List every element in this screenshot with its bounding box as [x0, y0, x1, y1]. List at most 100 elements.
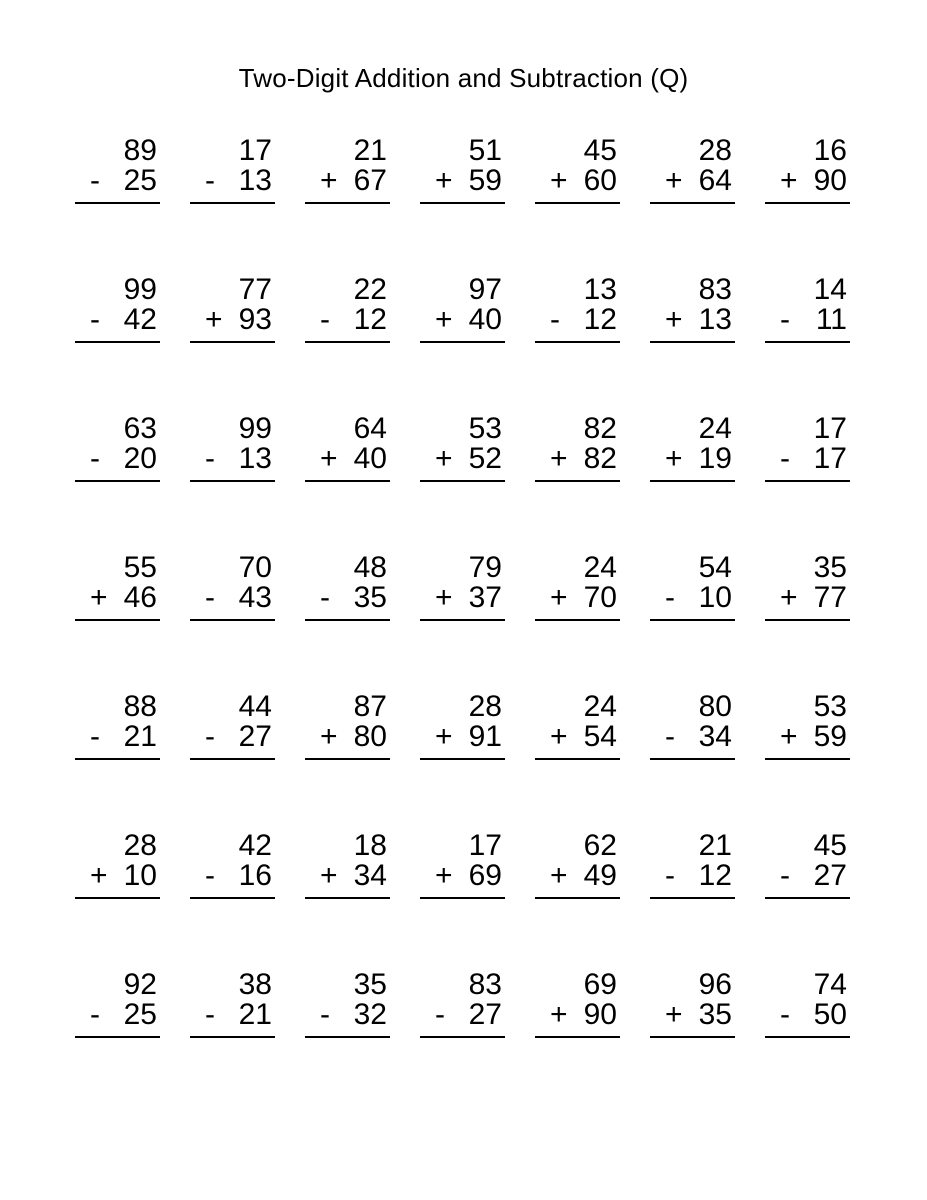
top-operand: 82	[583, 412, 617, 445]
top-operand: 99	[123, 273, 157, 306]
bottom-operand: 25	[123, 998, 157, 1031]
math-problem: 14 - 11	[765, 275, 850, 343]
bottom-operand: 13	[698, 303, 732, 336]
bottom-operand: 70	[583, 581, 617, 614]
top-operand: 13	[583, 273, 617, 306]
operator: -	[90, 998, 100, 1031]
operator: +	[780, 581, 798, 614]
math-problem: 82 + 82	[535, 414, 620, 482]
top-operand: 53	[813, 690, 847, 723]
bottom-operand: 59	[468, 164, 502, 197]
bottom-operand: 10	[698, 581, 732, 614]
problem-bottom-row: - 35	[305, 583, 390, 613]
problem-bottom-row: + 35	[650, 1000, 735, 1030]
operator: +	[780, 720, 798, 753]
problem-bottom-row: + 90	[765, 166, 850, 196]
math-problem: 70 - 43	[190, 553, 275, 621]
top-operand: 21	[353, 134, 387, 167]
top-operand: 24	[583, 690, 617, 723]
bottom-operand: 21	[123, 720, 157, 753]
operator: +	[435, 303, 453, 336]
top-operand: 22	[353, 273, 387, 306]
top-operand: 79	[468, 551, 502, 584]
problem-bottom-row: + 67	[305, 166, 390, 196]
problem-bottom-row: - 34	[650, 722, 735, 752]
top-operand: 54	[698, 551, 732, 584]
top-operand: 17	[468, 829, 502, 862]
operator: -	[320, 581, 330, 614]
operator: +	[320, 164, 338, 197]
operator: -	[205, 998, 215, 1031]
problem-bottom-row: - 12	[650, 861, 735, 891]
operator: -	[665, 581, 675, 614]
bottom-operand: 59	[813, 720, 847, 753]
bottom-operand: 60	[583, 164, 617, 197]
problem-bottom-row: - 12	[535, 305, 620, 335]
top-operand: 38	[238, 968, 272, 1001]
bottom-operand: 49	[583, 859, 617, 892]
bottom-operand: 25	[123, 164, 157, 197]
math-problem: 53 + 52	[420, 414, 505, 482]
problem-bottom-row: - 42	[75, 305, 160, 335]
math-problem: 88 - 21	[75, 692, 160, 760]
problem-bottom-row: - 21	[190, 1000, 275, 1030]
bottom-operand: 64	[698, 164, 732, 197]
operator: +	[665, 998, 683, 1031]
bottom-operand: 16	[238, 859, 272, 892]
problems-grid: 89 - 25 17 - 13 21 + 67 51 + 59 45 + 60	[75, 136, 850, 1038]
problem-bottom-row: + 93	[190, 305, 275, 335]
math-problem: 45 + 60	[535, 136, 620, 204]
bottom-operand: 12	[583, 303, 617, 336]
math-problem: 28 + 91	[420, 692, 505, 760]
operator: -	[90, 164, 100, 197]
operator: -	[780, 303, 790, 336]
problem-bottom-row: + 13	[650, 305, 735, 335]
operator: +	[665, 442, 683, 475]
top-operand: 80	[698, 690, 732, 723]
bottom-operand: 20	[123, 442, 157, 475]
problem-bottom-row: - 13	[190, 444, 275, 474]
operator: -	[550, 303, 560, 336]
operator: -	[780, 859, 790, 892]
math-problem: 69 + 90	[535, 970, 620, 1038]
math-problem: 21 - 12	[650, 831, 735, 899]
bottom-operand: 13	[238, 164, 272, 197]
top-operand: 44	[238, 690, 272, 723]
bottom-operand: 32	[353, 998, 387, 1031]
bottom-operand: 67	[353, 164, 387, 197]
bottom-operand: 27	[813, 859, 847, 892]
problem-bottom-row: + 52	[420, 444, 505, 474]
operator: +	[665, 164, 683, 197]
top-operand: 96	[698, 968, 732, 1001]
math-problem: 17 + 69	[420, 831, 505, 899]
top-operand: 45	[813, 829, 847, 862]
top-operand: 53	[468, 412, 502, 445]
operator: -	[780, 998, 790, 1031]
operator: -	[205, 859, 215, 892]
math-problem: 83 + 13	[650, 275, 735, 343]
operator: +	[435, 164, 453, 197]
bottom-operand: 17	[813, 442, 847, 475]
math-problem: 17 - 17	[765, 414, 850, 482]
math-problem: 24 + 54	[535, 692, 620, 760]
operator: -	[90, 442, 100, 475]
bottom-operand: 52	[468, 442, 502, 475]
math-problem: 89 - 25	[75, 136, 160, 204]
problem-bottom-row: + 69	[420, 861, 505, 891]
bottom-operand: 34	[353, 859, 387, 892]
math-problem: 13 - 12	[535, 275, 620, 343]
top-operand: 62	[583, 829, 617, 862]
math-problem: 77 + 93	[190, 275, 275, 343]
math-problem: 99 - 13	[190, 414, 275, 482]
math-problem: 79 + 37	[420, 553, 505, 621]
bottom-operand: 21	[238, 998, 272, 1031]
page-title: Two-Digit Addition and Subtraction (Q)	[238, 63, 689, 93]
problem-bottom-row: + 90	[535, 1000, 620, 1030]
math-problem: 92 - 25	[75, 970, 160, 1038]
problem-bottom-row: + 82	[535, 444, 620, 474]
top-operand: 21	[698, 829, 732, 862]
bottom-operand: 40	[353, 442, 387, 475]
operator: +	[550, 581, 568, 614]
math-problem: 97 + 40	[420, 275, 505, 343]
operator: +	[435, 859, 453, 892]
